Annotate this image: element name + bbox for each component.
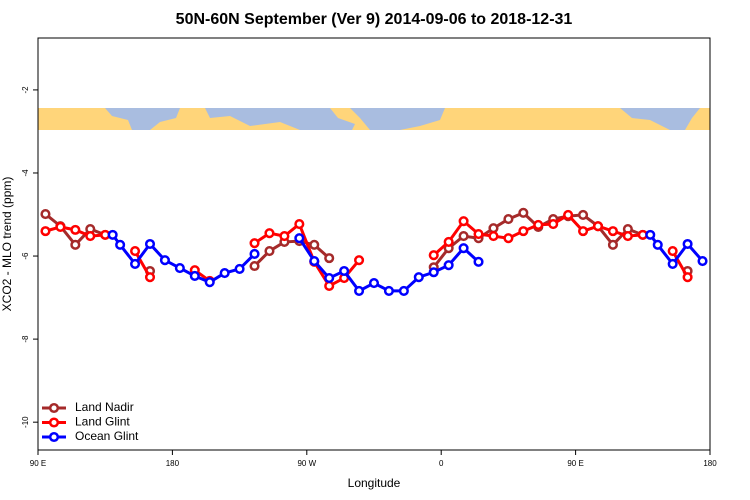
point-marker xyxy=(563,209,574,220)
legend-marker xyxy=(48,402,60,414)
legend-label: Land Glint xyxy=(75,415,130,429)
y-tick-label: -10 xyxy=(21,416,30,428)
point-marker xyxy=(398,285,409,296)
point-marker xyxy=(294,233,305,244)
point-marker xyxy=(682,238,693,250)
point-marker xyxy=(40,226,51,237)
point-marker xyxy=(503,214,514,225)
legend-label: Land Nadir xyxy=(75,400,134,414)
point-marker xyxy=(189,270,200,282)
x-axis-label: Longitude xyxy=(348,476,401,490)
point-marker xyxy=(130,246,141,257)
y-tick-label: -8 xyxy=(21,335,30,343)
chart-title: 50N-60N September (Ver 9) 2014-09-06 to … xyxy=(176,11,573,28)
point-marker xyxy=(458,231,469,242)
point-marker xyxy=(518,207,529,218)
x-tick-label: 90 W xyxy=(297,459,316,468)
point-marker xyxy=(279,231,290,242)
point-marker xyxy=(339,265,350,277)
point-marker xyxy=(174,263,185,274)
x-tick-label: 0 xyxy=(439,459,444,468)
point-marker xyxy=(607,226,618,237)
point-marker xyxy=(488,231,499,242)
point-marker xyxy=(324,273,335,284)
point-marker xyxy=(697,255,708,267)
y-tick-label: -6 xyxy=(21,252,30,260)
point-marker xyxy=(443,236,454,247)
map-strip xyxy=(38,108,710,130)
y-axis-label: XCO2 - MLO trend (ppm) xyxy=(0,177,14,312)
point-marker xyxy=(578,226,589,237)
point-marker xyxy=(70,239,81,250)
series-line xyxy=(45,213,689,288)
point-marker xyxy=(107,229,118,240)
point-marker xyxy=(204,277,215,288)
point-marker xyxy=(324,280,335,291)
point-marker xyxy=(682,272,693,283)
point-marker xyxy=(548,219,559,230)
y-tick-label: -2 xyxy=(21,86,30,94)
point-marker xyxy=(55,221,66,233)
point-marker xyxy=(667,258,678,269)
legend-marker xyxy=(48,417,60,428)
point-marker xyxy=(667,246,678,257)
point-marker xyxy=(578,209,589,220)
x-tick-label: 90 E xyxy=(30,459,46,468)
point-marker xyxy=(85,231,96,242)
point-marker xyxy=(294,219,305,230)
point-marker xyxy=(458,243,469,254)
point-marker xyxy=(473,228,484,240)
y-tick-label: -4 xyxy=(21,169,30,177)
point-marker xyxy=(368,277,380,289)
point-marker xyxy=(40,209,51,220)
point-marker xyxy=(413,272,424,283)
point-marker xyxy=(234,263,245,274)
legend-label: Ocean Glint xyxy=(75,429,139,443)
point-marker xyxy=(458,216,469,227)
x-tick-label: 180 xyxy=(166,459,180,468)
point-marker xyxy=(144,272,156,283)
point-marker xyxy=(249,238,260,249)
point-marker xyxy=(219,268,230,279)
point-marker xyxy=(309,255,320,267)
plot-frame xyxy=(37,37,711,451)
point-marker xyxy=(144,238,156,250)
point-marker xyxy=(324,253,335,264)
point-marker xyxy=(354,285,365,296)
point-marker xyxy=(309,239,320,250)
point-marker xyxy=(503,233,514,244)
point-marker xyxy=(533,219,544,230)
point-marker xyxy=(518,226,529,237)
point-marker xyxy=(264,246,275,257)
point-marker xyxy=(354,255,365,266)
point-marker xyxy=(249,248,260,260)
x-tick-label: 180 xyxy=(703,459,717,468)
x-tick-label: 90 E xyxy=(567,459,583,468)
point-marker xyxy=(428,267,439,278)
point-marker xyxy=(70,224,81,235)
point-marker xyxy=(622,231,633,242)
point-marker xyxy=(428,250,439,261)
point-marker xyxy=(652,239,663,250)
point-marker xyxy=(443,260,454,271)
point-marker xyxy=(264,228,275,239)
point-marker xyxy=(249,260,260,272)
point-marker xyxy=(159,255,170,266)
point-marker xyxy=(383,285,394,296)
point-marker xyxy=(645,229,656,240)
point-marker xyxy=(130,258,141,269)
point-marker xyxy=(592,221,604,232)
point-marker xyxy=(488,223,499,234)
point-marker xyxy=(115,239,126,250)
point-marker xyxy=(607,239,618,250)
legend-marker xyxy=(48,431,60,443)
point-marker xyxy=(473,256,484,267)
